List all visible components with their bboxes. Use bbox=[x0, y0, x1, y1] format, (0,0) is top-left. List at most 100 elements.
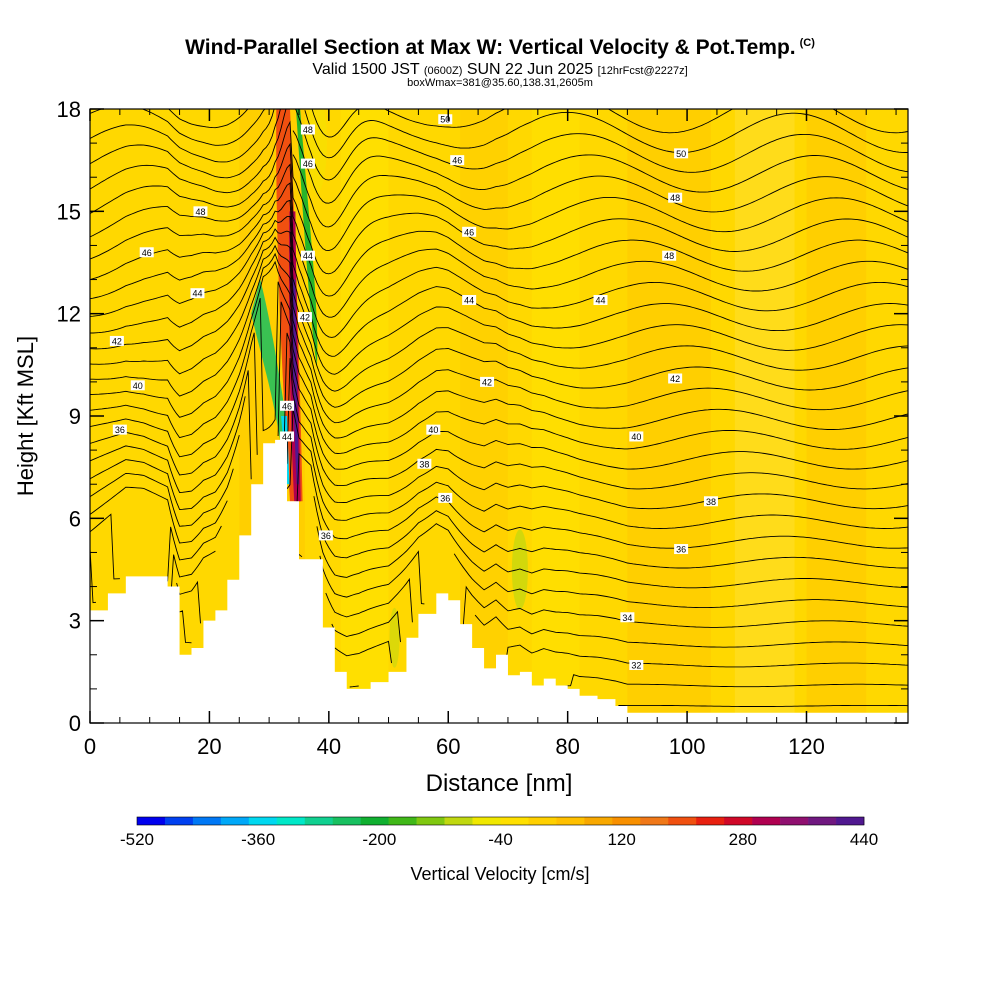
contour-label: 42 bbox=[109, 335, 124, 346]
y-axis-label: Height [Kft MSL] bbox=[13, 336, 38, 496]
contour-label: 48 bbox=[193, 206, 208, 217]
y-tick-label: 18 bbox=[57, 97, 81, 122]
svg-text:50: 50 bbox=[440, 115, 450, 125]
contour-label: 46 bbox=[450, 155, 465, 166]
contour-label: 46 bbox=[300, 158, 315, 169]
svg-text:48: 48 bbox=[670, 193, 680, 203]
theta-contour bbox=[90, 236, 908, 392]
velocity-band bbox=[734, 109, 795, 723]
contour-label: 44 bbox=[300, 250, 315, 261]
svg-text:46: 46 bbox=[142, 248, 152, 258]
theta-contour bbox=[90, 408, 908, 529]
contour-label: 46 bbox=[280, 400, 295, 411]
theta-contour bbox=[349, 674, 908, 688]
svg-text:44: 44 bbox=[595, 296, 605, 306]
svg-text:40: 40 bbox=[631, 432, 641, 442]
contour-label: 42 bbox=[480, 376, 495, 387]
x-axis-label: Distance [nm] bbox=[426, 770, 573, 797]
theta-contour bbox=[90, 142, 908, 275]
colorbar-swatch bbox=[220, 817, 250, 825]
colorbar-swatch bbox=[304, 817, 334, 825]
colorbar-swatch bbox=[696, 817, 725, 825]
colorbar-tick-label: -520 bbox=[120, 830, 154, 849]
colorbar-swatch bbox=[752, 817, 781, 825]
contour-label: 36 bbox=[674, 544, 689, 555]
svg-text:42: 42 bbox=[482, 377, 492, 387]
svg-text:40: 40 bbox=[428, 425, 438, 435]
contour-label: 50 bbox=[438, 114, 453, 125]
svg-text:46: 46 bbox=[303, 159, 313, 169]
theta-contour bbox=[90, 452, 908, 549]
theta-contour bbox=[90, 358, 908, 510]
svg-text:42: 42 bbox=[670, 374, 680, 384]
contour-label: 42 bbox=[668, 373, 683, 384]
contour-label: 40 bbox=[130, 380, 145, 391]
valid-utc: (0600Z) bbox=[423, 65, 463, 77]
valid-prefix: Valid 1500 JST bbox=[312, 61, 420, 78]
theta-contour bbox=[90, 244, 908, 408]
theta-contour bbox=[90, 163, 908, 297]
velocity-band bbox=[806, 109, 867, 723]
colorbar-swatch bbox=[640, 817, 669, 825]
valid-date: SUN 22 Jun 2025 bbox=[466, 61, 594, 78]
colorbar-label: Vertical Velocity [cm/s] bbox=[410, 864, 589, 884]
svg-text:44: 44 bbox=[464, 296, 474, 306]
colorbar-tick-label: 120 bbox=[607, 830, 635, 849]
y-tick-label: 12 bbox=[57, 302, 81, 327]
colorbar-tick-label: 440 bbox=[850, 830, 878, 849]
svg-text:44: 44 bbox=[303, 251, 313, 261]
svg-text:36: 36 bbox=[676, 545, 686, 555]
svg-text:50: 50 bbox=[676, 149, 686, 159]
theta-contour bbox=[90, 109, 908, 204]
box-info: boxWmax=381@35.60,138.31,2605m bbox=[407, 77, 593, 89]
contour-label: 38 bbox=[417, 458, 432, 469]
colorbar-swatch bbox=[668, 817, 697, 825]
weak-downdraft bbox=[511, 529, 528, 610]
theta-contour bbox=[90, 109, 908, 159]
colorbar-swatch bbox=[248, 817, 278, 825]
theta-contours bbox=[90, 109, 908, 707]
theta-contour bbox=[90, 332, 908, 490]
y-tick-label: 0 bbox=[69, 711, 81, 736]
chart-title-text: Wind-Parallel Section at Max W: Vertical… bbox=[185, 36, 796, 59]
svg-text:46: 46 bbox=[282, 401, 292, 411]
contour-label: 44 bbox=[462, 295, 477, 306]
velocity-band bbox=[340, 109, 389, 723]
svg-text:48: 48 bbox=[664, 251, 674, 261]
colorbar-swatch bbox=[332, 817, 361, 825]
theta-contour bbox=[90, 199, 908, 338]
colorbar-tick-label: -200 bbox=[362, 830, 396, 849]
velocity-band bbox=[531, 109, 580, 723]
colorbar-swatch bbox=[724, 817, 753, 825]
svg-text:42: 42 bbox=[300, 313, 310, 323]
x-tick-label: 60 bbox=[436, 734, 460, 759]
theta-contour bbox=[179, 610, 908, 648]
contour-label: 44 bbox=[280, 431, 295, 442]
svg-text:40: 40 bbox=[133, 381, 143, 391]
contour-label: 36 bbox=[438, 492, 453, 503]
contour-label: 44 bbox=[593, 295, 608, 306]
theta-contour bbox=[334, 640, 908, 668]
theta-contour bbox=[90, 301, 908, 470]
contour-label: 40 bbox=[426, 424, 441, 435]
colorbar-swatch bbox=[528, 817, 557, 825]
forecast-info: [12hrFcst@2227z] bbox=[597, 65, 688, 77]
theta-contour bbox=[90, 109, 908, 228]
colorbar: -520 -360 -200 -40 120 280 440 bbox=[120, 816, 878, 849]
contour-labels: 36 40 42 44 46 48 48 46 44 42 46 44 36 38 36 40 42 44 46 46… bbox=[109, 114, 718, 671]
svg-text:36: 36 bbox=[440, 493, 450, 503]
svg-text:32: 32 bbox=[631, 661, 641, 671]
theta-contour bbox=[90, 252, 908, 424]
colorbar-swatch bbox=[612, 817, 641, 825]
svg-text:38: 38 bbox=[706, 497, 716, 507]
colorbar-swatch bbox=[416, 817, 445, 825]
contour-label: 34 bbox=[620, 612, 635, 623]
svg-text:46: 46 bbox=[452, 156, 462, 166]
svg-text:48: 48 bbox=[195, 207, 205, 217]
x-tick-label: 100 bbox=[669, 734, 706, 759]
velocity-band bbox=[627, 109, 711, 723]
theta-contour bbox=[90, 281, 908, 454]
colorbar-swatch bbox=[836, 817, 865, 825]
colorbar-swatch bbox=[137, 817, 166, 825]
theta-contour bbox=[90, 120, 908, 252]
